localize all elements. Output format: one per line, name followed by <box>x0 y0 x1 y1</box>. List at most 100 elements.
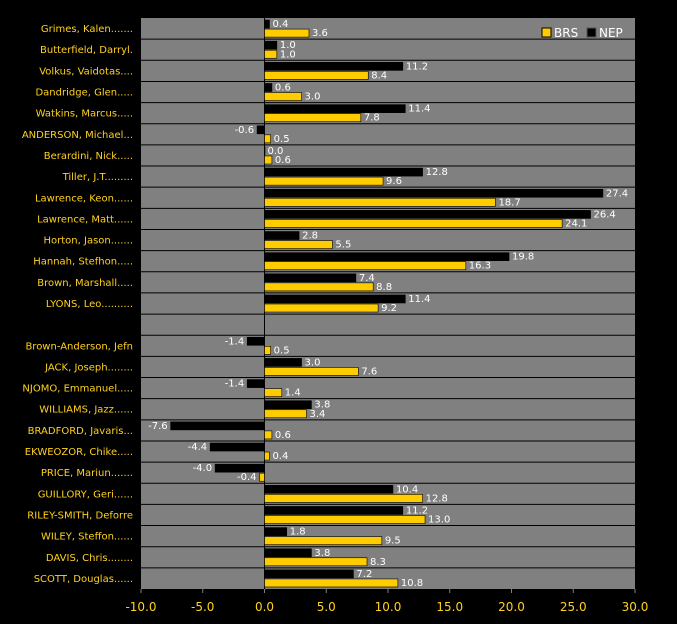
value-label-nep: 3.0 <box>305 357 321 368</box>
row-label: JACK, Joseph........ <box>44 362 133 373</box>
value-label-brs: 10.8 <box>401 578 423 589</box>
value-label-brs: 9.6 <box>386 176 402 187</box>
value-label-nep: 1.0 <box>280 40 296 51</box>
value-label-nep: 3.8 <box>314 548 330 559</box>
row-label: Horton, Jason....... <box>44 236 133 247</box>
bar-nep <box>264 83 273 92</box>
row-label: WILLIAMS, Jazz...... <box>39 405 133 416</box>
bar-nep <box>214 463 265 473</box>
row-label: WILEY, Steffon...... <box>41 532 133 543</box>
bar-nep <box>264 167 423 177</box>
row-label: Berardini, Nick..... <box>44 151 133 162</box>
row-label: Lawrence, Matt...... <box>37 214 133 225</box>
bar-nep <box>264 104 406 113</box>
value-label-brs: 12.8 <box>426 493 448 504</box>
bar-nep <box>264 19 270 29</box>
value-label-nep: -0.6 <box>235 125 255 136</box>
bar-nep <box>256 125 265 135</box>
row-label: PRICE, Mariun....... <box>41 468 133 479</box>
bar-nep <box>264 400 312 410</box>
bar-nep <box>264 358 302 367</box>
value-label-nep: 27.4 <box>606 188 628 199</box>
bar-brs <box>264 536 383 545</box>
bar-brs <box>259 472 265 482</box>
value-label-brs: 0.5 <box>274 134 290 145</box>
x-axis: -10.0 -5.0 0.0 5.0 10.0 15.0 20.0 25.0 30.0 <box>125 589 648 614</box>
row-label: ANDERSON, Michael... <box>22 130 133 141</box>
bar-brs <box>264 240 333 249</box>
bar-brs <box>264 557 368 567</box>
row-label: Lawrence, Keon...... <box>35 193 133 204</box>
bar-nep <box>264 273 357 283</box>
value-label-brs: -0.4 <box>237 472 257 483</box>
bar-brs <box>264 113 362 123</box>
value-label-nep: 2.8 <box>302 231 318 242</box>
bar-brs <box>264 197 496 207</box>
bar-brs <box>264 176 384 186</box>
value-label-brs: 9.2 <box>381 303 397 314</box>
value-label-nep: 7.2 <box>356 569 372 580</box>
row-label: LYONS, Leo.......... <box>46 299 133 310</box>
bar-nep <box>264 484 394 494</box>
value-label-nep: 10.4 <box>396 484 418 495</box>
value-label-brs: 8.8 <box>376 282 392 293</box>
row-label: Volkus, Vaidotas.... <box>39 66 133 77</box>
value-label-brs: 3.0 <box>305 92 321 103</box>
bar-nep <box>264 506 404 515</box>
bar-nep <box>264 548 312 558</box>
bar-brs <box>264 303 379 313</box>
row-label: DAVIS, Chris........ <box>46 553 133 564</box>
value-label-brs: 7.6 <box>361 366 377 377</box>
value-label-nep: 0.4 <box>272 19 288 30</box>
x-tick-label: 5.0 <box>317 600 336 614</box>
value-label-nep: 3.8 <box>314 400 330 411</box>
value-label-brs: 3.4 <box>309 409 325 420</box>
x-tick-label: 15.0 <box>436 600 463 614</box>
x-tick-label: -10.0 <box>125 600 156 614</box>
value-label-brs: 8.3 <box>370 557 386 568</box>
bar-nep <box>246 336 265 346</box>
bar-nep <box>264 252 510 262</box>
value-label-brs: 5.5 <box>335 240 351 251</box>
x-tick-label: 0.0 <box>255 600 274 614</box>
row-label: RILEY-SMITH, Deforre <box>27 510 133 521</box>
bar-brs <box>264 409 307 419</box>
value-label-nep: 26.4 <box>594 209 616 220</box>
value-label-brs: 1.4 <box>285 388 301 399</box>
legend: BRS NEP <box>541 26 623 40</box>
bars <box>170 19 604 588</box>
value-label-nep: -1.4 <box>225 379 245 390</box>
bar-nep <box>264 527 288 536</box>
bar-brs <box>264 388 283 397</box>
legend-swatch-nep <box>586 27 597 38</box>
bar-brs <box>264 134 271 144</box>
value-label-nep: 11.2 <box>406 61 428 72</box>
value-label-nep: 11.4 <box>408 294 430 305</box>
legend-label-brs: BRS <box>554 26 578 40</box>
bar-brs <box>264 345 271 355</box>
bar-brs <box>264 578 399 588</box>
value-label-nep: -1.4 <box>225 336 245 347</box>
bar-nep <box>246 379 265 388</box>
value-label-nep: 0.0 <box>268 146 284 157</box>
x-tick-label: 25.0 <box>560 600 587 614</box>
bar-brs <box>264 49 278 59</box>
row-label: BRADFORD, Javaris... <box>28 426 133 437</box>
row-label: Watkins, Marcus..... <box>36 109 133 120</box>
bar-brs <box>264 515 426 524</box>
value-label-brs: 24.1 <box>565 218 587 229</box>
bar-nep <box>264 294 406 304</box>
bar-nep <box>264 62 404 71</box>
value-label-nep: 12.8 <box>426 167 448 178</box>
bar-brs <box>264 282 374 292</box>
bar-brs <box>264 261 467 271</box>
bar-nep <box>264 569 354 579</box>
x-tick-label: -5.0 <box>191 600 214 614</box>
row-label: Brown-Anderson, Jefn <box>25 341 133 352</box>
value-label-brs: 0.5 <box>274 345 290 356</box>
bar-brs <box>264 28 310 38</box>
value-label-nep: 19.8 <box>512 252 534 263</box>
row-label: Tiller, J.T......... <box>62 172 133 183</box>
gridlines <box>141 18 635 589</box>
